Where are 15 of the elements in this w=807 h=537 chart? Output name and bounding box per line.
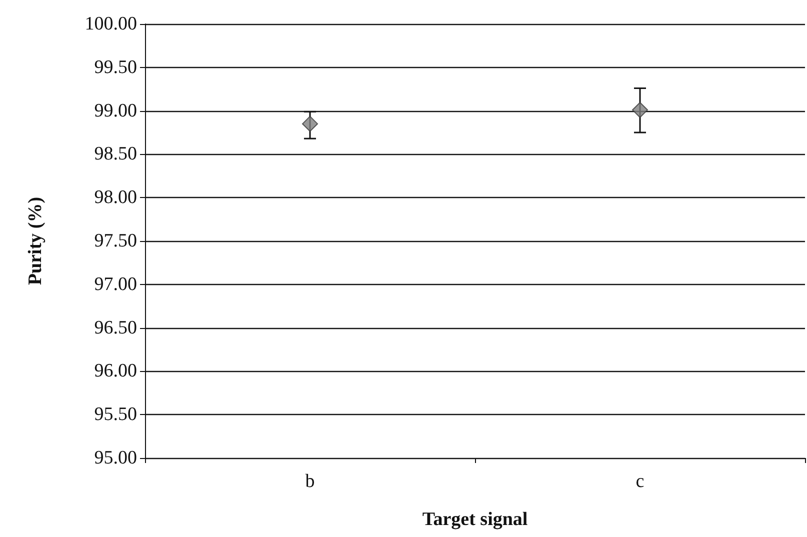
y-tick-label: 99.50: [94, 56, 137, 78]
x-tick-label: c: [636, 471, 644, 492]
y-tick-label: 95.50: [94, 404, 137, 426]
y-tick-label: 98.00: [94, 187, 137, 208]
y-tick-label: 97.00: [94, 274, 137, 295]
y-tick-label: 96.00: [94, 360, 137, 382]
x-axis-title: Target signal: [422, 509, 528, 530]
y-tick-label: 95.00: [94, 448, 137, 468]
y-tick-label: 100.00: [84, 14, 137, 34]
y-tick-label: 97.50: [94, 230, 137, 252]
y-tick-label: 99.00: [94, 100, 137, 122]
x-tick-label: b: [305, 471, 315, 492]
y-tick-label: 98.50: [94, 144, 137, 165]
y-axis-title: Purity (%): [25, 196, 46, 286]
y-tick-label: 96.50: [94, 317, 137, 338]
